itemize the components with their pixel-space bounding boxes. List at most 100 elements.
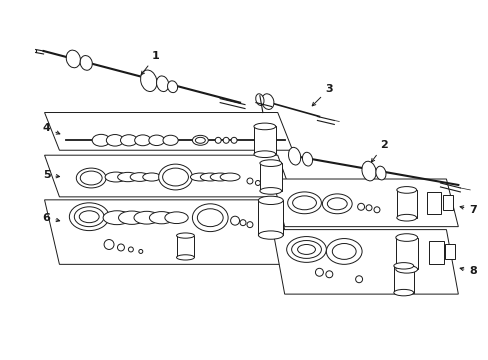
Ellipse shape [302,152,312,166]
Bar [427,240,444,264]
Text: 1: 1 [141,51,159,75]
Ellipse shape [92,134,110,146]
Ellipse shape [286,237,325,262]
Ellipse shape [192,204,228,231]
Ellipse shape [395,234,417,241]
Ellipse shape [361,161,375,181]
Ellipse shape [332,243,355,260]
Ellipse shape [69,203,109,231]
Ellipse shape [258,196,283,204]
Circle shape [215,137,221,143]
Text: 5: 5 [42,170,60,180]
Polygon shape [44,113,292,150]
Ellipse shape [176,255,194,260]
Bar [259,163,281,191]
Ellipse shape [396,214,416,221]
Ellipse shape [287,192,321,214]
Circle shape [355,276,362,283]
Ellipse shape [66,50,80,68]
Ellipse shape [197,209,223,227]
Circle shape [325,271,332,278]
Circle shape [223,137,229,143]
Bar [396,190,416,218]
Ellipse shape [326,198,346,210]
Circle shape [366,205,371,211]
Text: 8: 8 [459,266,476,276]
Ellipse shape [288,147,300,165]
Ellipse shape [80,171,102,185]
Ellipse shape [255,94,264,105]
Text: 6: 6 [42,213,60,223]
Ellipse shape [192,135,208,145]
Circle shape [357,203,364,210]
Ellipse shape [190,173,210,181]
Circle shape [128,247,133,252]
Ellipse shape [74,207,104,227]
Circle shape [230,216,239,225]
Ellipse shape [176,233,194,238]
Ellipse shape [220,173,240,181]
Polygon shape [272,179,457,227]
Ellipse shape [79,211,99,223]
Polygon shape [44,155,292,197]
Ellipse shape [76,168,106,188]
Circle shape [315,268,323,276]
Ellipse shape [322,194,351,214]
Ellipse shape [393,289,413,296]
Ellipse shape [134,135,151,146]
Ellipse shape [210,173,230,181]
Circle shape [246,222,252,228]
Ellipse shape [118,172,138,182]
Ellipse shape [105,172,127,182]
Ellipse shape [253,123,275,130]
Ellipse shape [163,168,188,186]
Ellipse shape [148,135,164,145]
Ellipse shape [120,135,137,146]
Circle shape [240,220,245,226]
Ellipse shape [103,211,131,225]
Ellipse shape [118,211,145,224]
Ellipse shape [393,262,413,269]
Ellipse shape [291,240,321,258]
Ellipse shape [106,135,123,146]
Bar [176,235,194,257]
Bar [258,201,283,235]
Bar [253,126,275,154]
Ellipse shape [164,212,188,224]
Ellipse shape [261,94,273,109]
Text: 7: 7 [459,205,476,215]
Circle shape [104,239,114,249]
Ellipse shape [259,188,281,194]
Bar [443,195,452,210]
Circle shape [117,244,124,251]
Circle shape [231,137,237,143]
Ellipse shape [396,186,416,193]
Bar [395,238,417,269]
Polygon shape [44,200,292,264]
Ellipse shape [130,173,149,181]
Polygon shape [272,230,457,294]
Bar [393,266,413,293]
Ellipse shape [158,164,192,190]
Ellipse shape [325,239,361,264]
Ellipse shape [163,135,178,145]
Ellipse shape [259,160,281,166]
Ellipse shape [156,76,168,91]
Ellipse shape [140,70,157,91]
Ellipse shape [200,173,220,181]
Ellipse shape [297,244,315,255]
Ellipse shape [375,166,385,180]
Ellipse shape [253,151,275,158]
Circle shape [373,207,379,213]
Circle shape [255,180,260,185]
Text: 2: 2 [370,140,387,162]
Ellipse shape [167,81,177,93]
Circle shape [246,178,252,184]
Ellipse shape [292,196,316,210]
Ellipse shape [134,211,159,224]
Bar [426,192,441,214]
Bar [445,243,454,260]
Ellipse shape [395,265,417,273]
Text: 3: 3 [312,84,332,106]
Text: 4: 4 [42,123,60,134]
